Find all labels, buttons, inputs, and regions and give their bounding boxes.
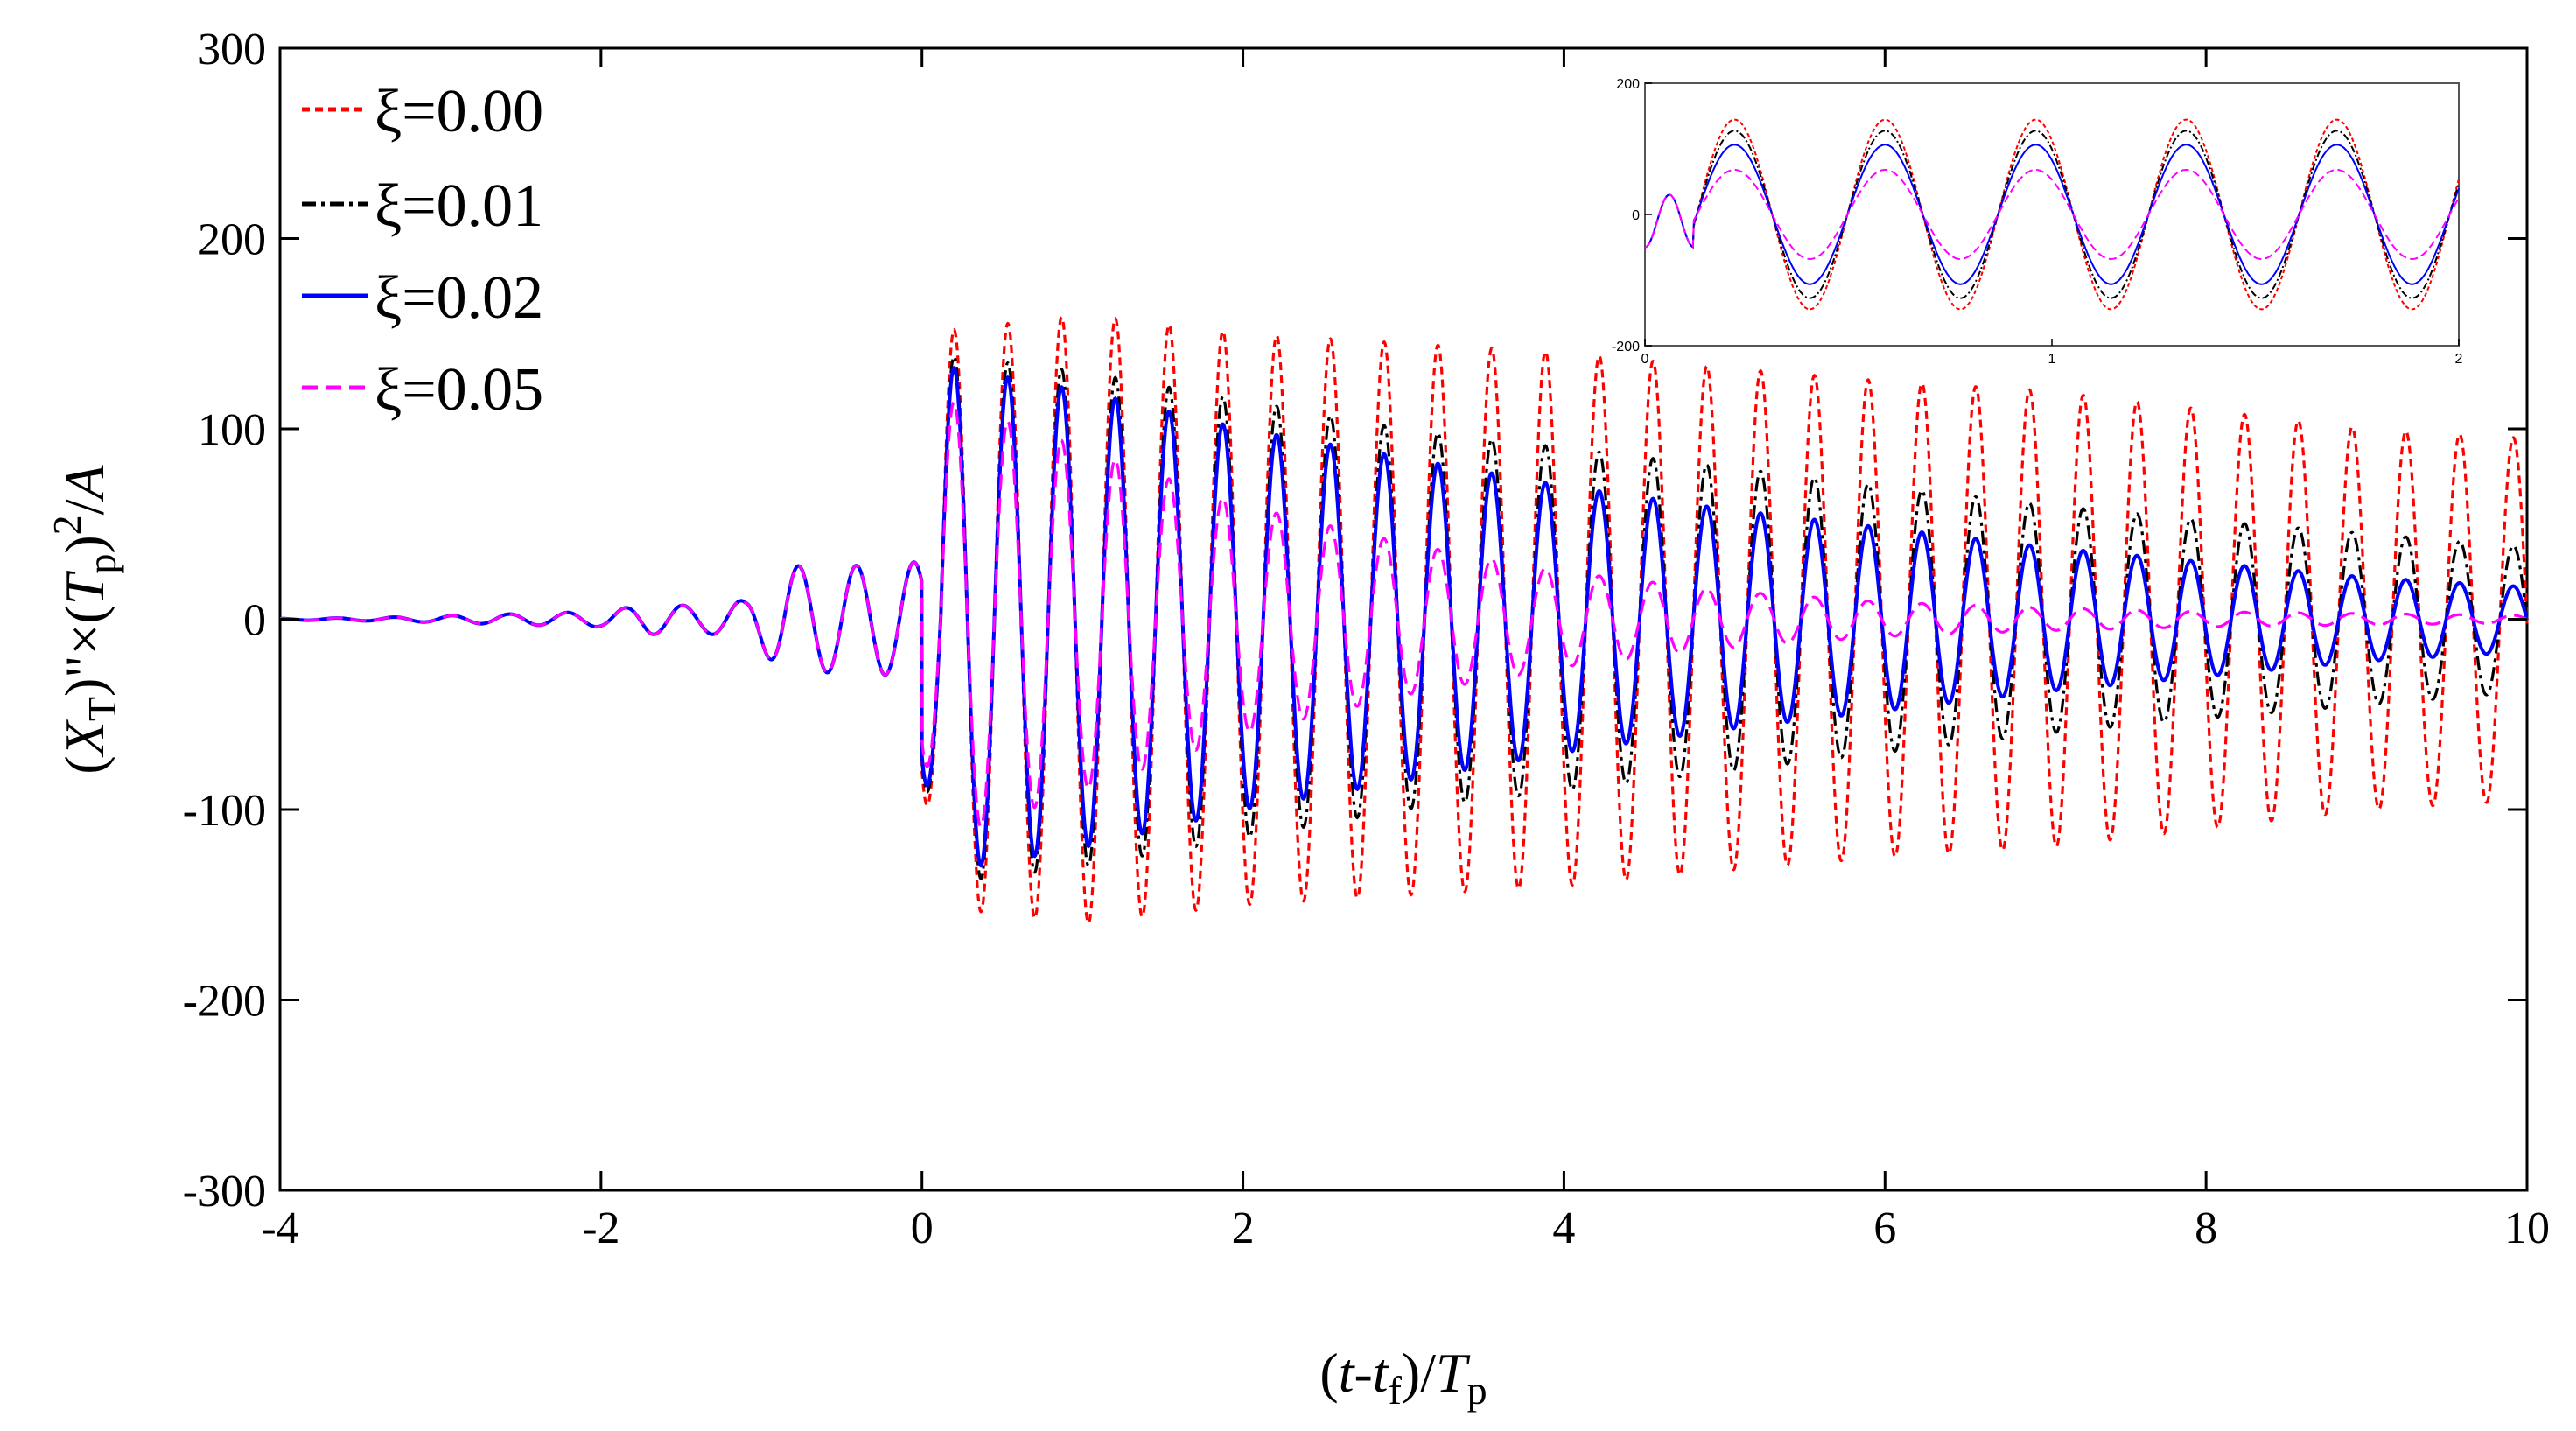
y-tick-label: 300 [198,25,266,74]
legend-entry-xi-0.00: ξ=0.00 [302,78,543,145]
x-tick-label: 10 [2504,1203,2550,1253]
series-line-ξ=0.05 [280,400,2528,829]
inset-x-tick-label: 0 [1642,352,1649,367]
inset-y-tick-label: 200 [1616,77,1640,92]
legend-entry-xi-0.01: ξ=0.01 [302,172,543,240]
legend-label-xi-0.01: ξ=0.01 [374,172,543,240]
y-tick-label: -100 [183,786,266,836]
inset-x-tick-label: 2 [2455,352,2463,367]
x-tick-label: -2 [582,1203,620,1253]
y-axis-label: (XT)"×(Tp)2/A [45,465,124,775]
inset-series-line-ξ=0.05 [1644,169,2460,260]
y-tick-label: -200 [183,977,266,1027]
inset-y-tick-label: -200 [1612,340,1640,354]
inset-series-line-ξ=0.01 [1644,130,2460,299]
legend-label-xi-0.00: ξ=0.00 [374,78,543,145]
inset-y-tick-label: 0 [1632,208,1640,223]
x-tick-label: 2 [1232,1203,1255,1253]
inset-series-line-ξ=0.02 [1644,144,2460,285]
y-tick-label: -300 [183,1167,266,1217]
x-tick-label: 0 [911,1203,934,1253]
x-tick-label: 8 [2194,1203,2217,1253]
x-tick-label: 4 [1552,1203,1575,1253]
legend-label-xi-0.02: ξ=0.02 [374,264,543,332]
inset-series-line-ξ=0.00 [1644,118,2460,311]
series-layer [280,315,2529,925]
legend-entry-xi-0.05: ξ=0.05 [302,356,543,424]
inset-x-tick-label: 1 [2048,352,2056,367]
x-tick-label: 6 [1873,1203,1896,1253]
x-tick-label: -4 [261,1203,298,1253]
inset-frame [1644,82,2460,347]
inset-series-layer [1644,118,2460,311]
legend-entry-xi-0.02: ξ=0.02 [302,264,543,332]
y-tick-label: 100 [198,405,266,455]
legend-label-xi-0.05: ξ=0.05 [374,356,543,424]
y-tick-label: 0 [243,596,266,646]
legend: ξ=0.00 ξ=0.01 ξ=0.02 ξ=0.05 [302,78,543,424]
y-tick-label: 200 [198,215,266,265]
x-axis-label: (t-tf)/Tp [1320,1342,1487,1413]
